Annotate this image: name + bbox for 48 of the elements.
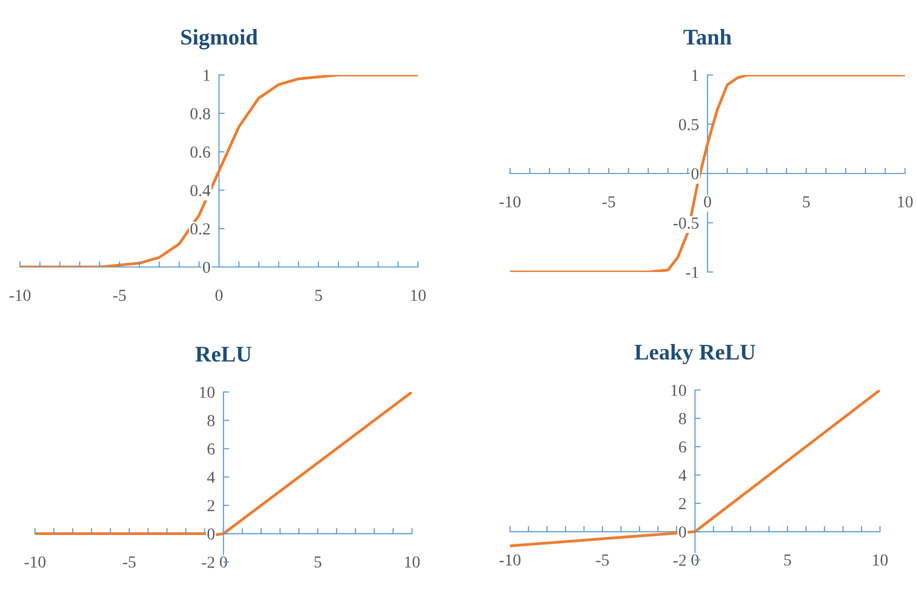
y-tick-label: 0.4: [190, 184, 210, 196]
y-tick-label: 8: [678, 413, 686, 424]
y-tick-label: 1: [204, 70, 210, 81]
x-tick-label: 0: [220, 556, 228, 568]
x-tick-label: -5: [122, 556, 136, 568]
x-tick-label: 5: [803, 196, 810, 208]
chart-title: Sigmoid: [181, 29, 258, 50]
x-tick-label: 5: [784, 554, 792, 566]
y-tick-label: 1: [692, 70, 698, 81]
x-tick-label: 10: [405, 556, 420, 568]
y-tick-label: -2: [202, 556, 214, 568]
y-tick-label: 0: [207, 528, 215, 540]
x-tick-label: 5: [314, 556, 322, 568]
chart-title: ReLU: [195, 346, 252, 362]
x-tick-label: 10: [898, 196, 913, 208]
y-tick-label: 0: [678, 526, 686, 538]
x-tick-label: 0: [215, 290, 223, 301]
y-tick-label: 10: [671, 384, 686, 396]
x-tick-label: -10: [500, 196, 520, 208]
y-tick-label: 10: [200, 386, 215, 398]
x-tick-label: 0: [704, 196, 712, 208]
x-tick-label: 10: [873, 554, 888, 566]
y-tick-label: 2: [679, 498, 686, 510]
x-tick-label: -5: [596, 554, 609, 566]
x-tick-label: 5: [315, 290, 322, 301]
y-tick-label: 6: [679, 441, 686, 453]
x-tick-label: -10: [10, 290, 30, 301]
y-tick-label: 0: [202, 262, 210, 273]
chart-title: Tanh: [684, 29, 732, 45]
x-tick-label: -10: [500, 554, 520, 566]
chart-title: Leaky ReLU: [634, 344, 756, 364]
y-tick-label: 4: [678, 470, 686, 481]
y-tick-label: 0.5: [678, 118, 699, 130]
y-tick-label: -1: [686, 266, 698, 278]
y-tick-label: 0.2: [190, 223, 210, 235]
y-tick-label: 0: [691, 168, 699, 180]
x-tick-label: -10: [24, 556, 46, 568]
y-tick-label: 8: [207, 415, 215, 426]
y-tick-label: 6: [208, 443, 215, 455]
x-tick-label: 10: [411, 290, 426, 301]
y-tick-label: 0.8: [190, 108, 210, 120]
x-tick-label: -5: [113, 290, 126, 301]
x-tick-label: -5: [602, 196, 616, 208]
y-tick-label: 0.6: [190, 146, 210, 158]
y-tick-label: -0.5: [673, 217, 699, 229]
y-tick-label: 4: [207, 472, 215, 483]
y-tick-label: 2: [208, 500, 214, 512]
y-tick-label: -2: [673, 554, 686, 566]
